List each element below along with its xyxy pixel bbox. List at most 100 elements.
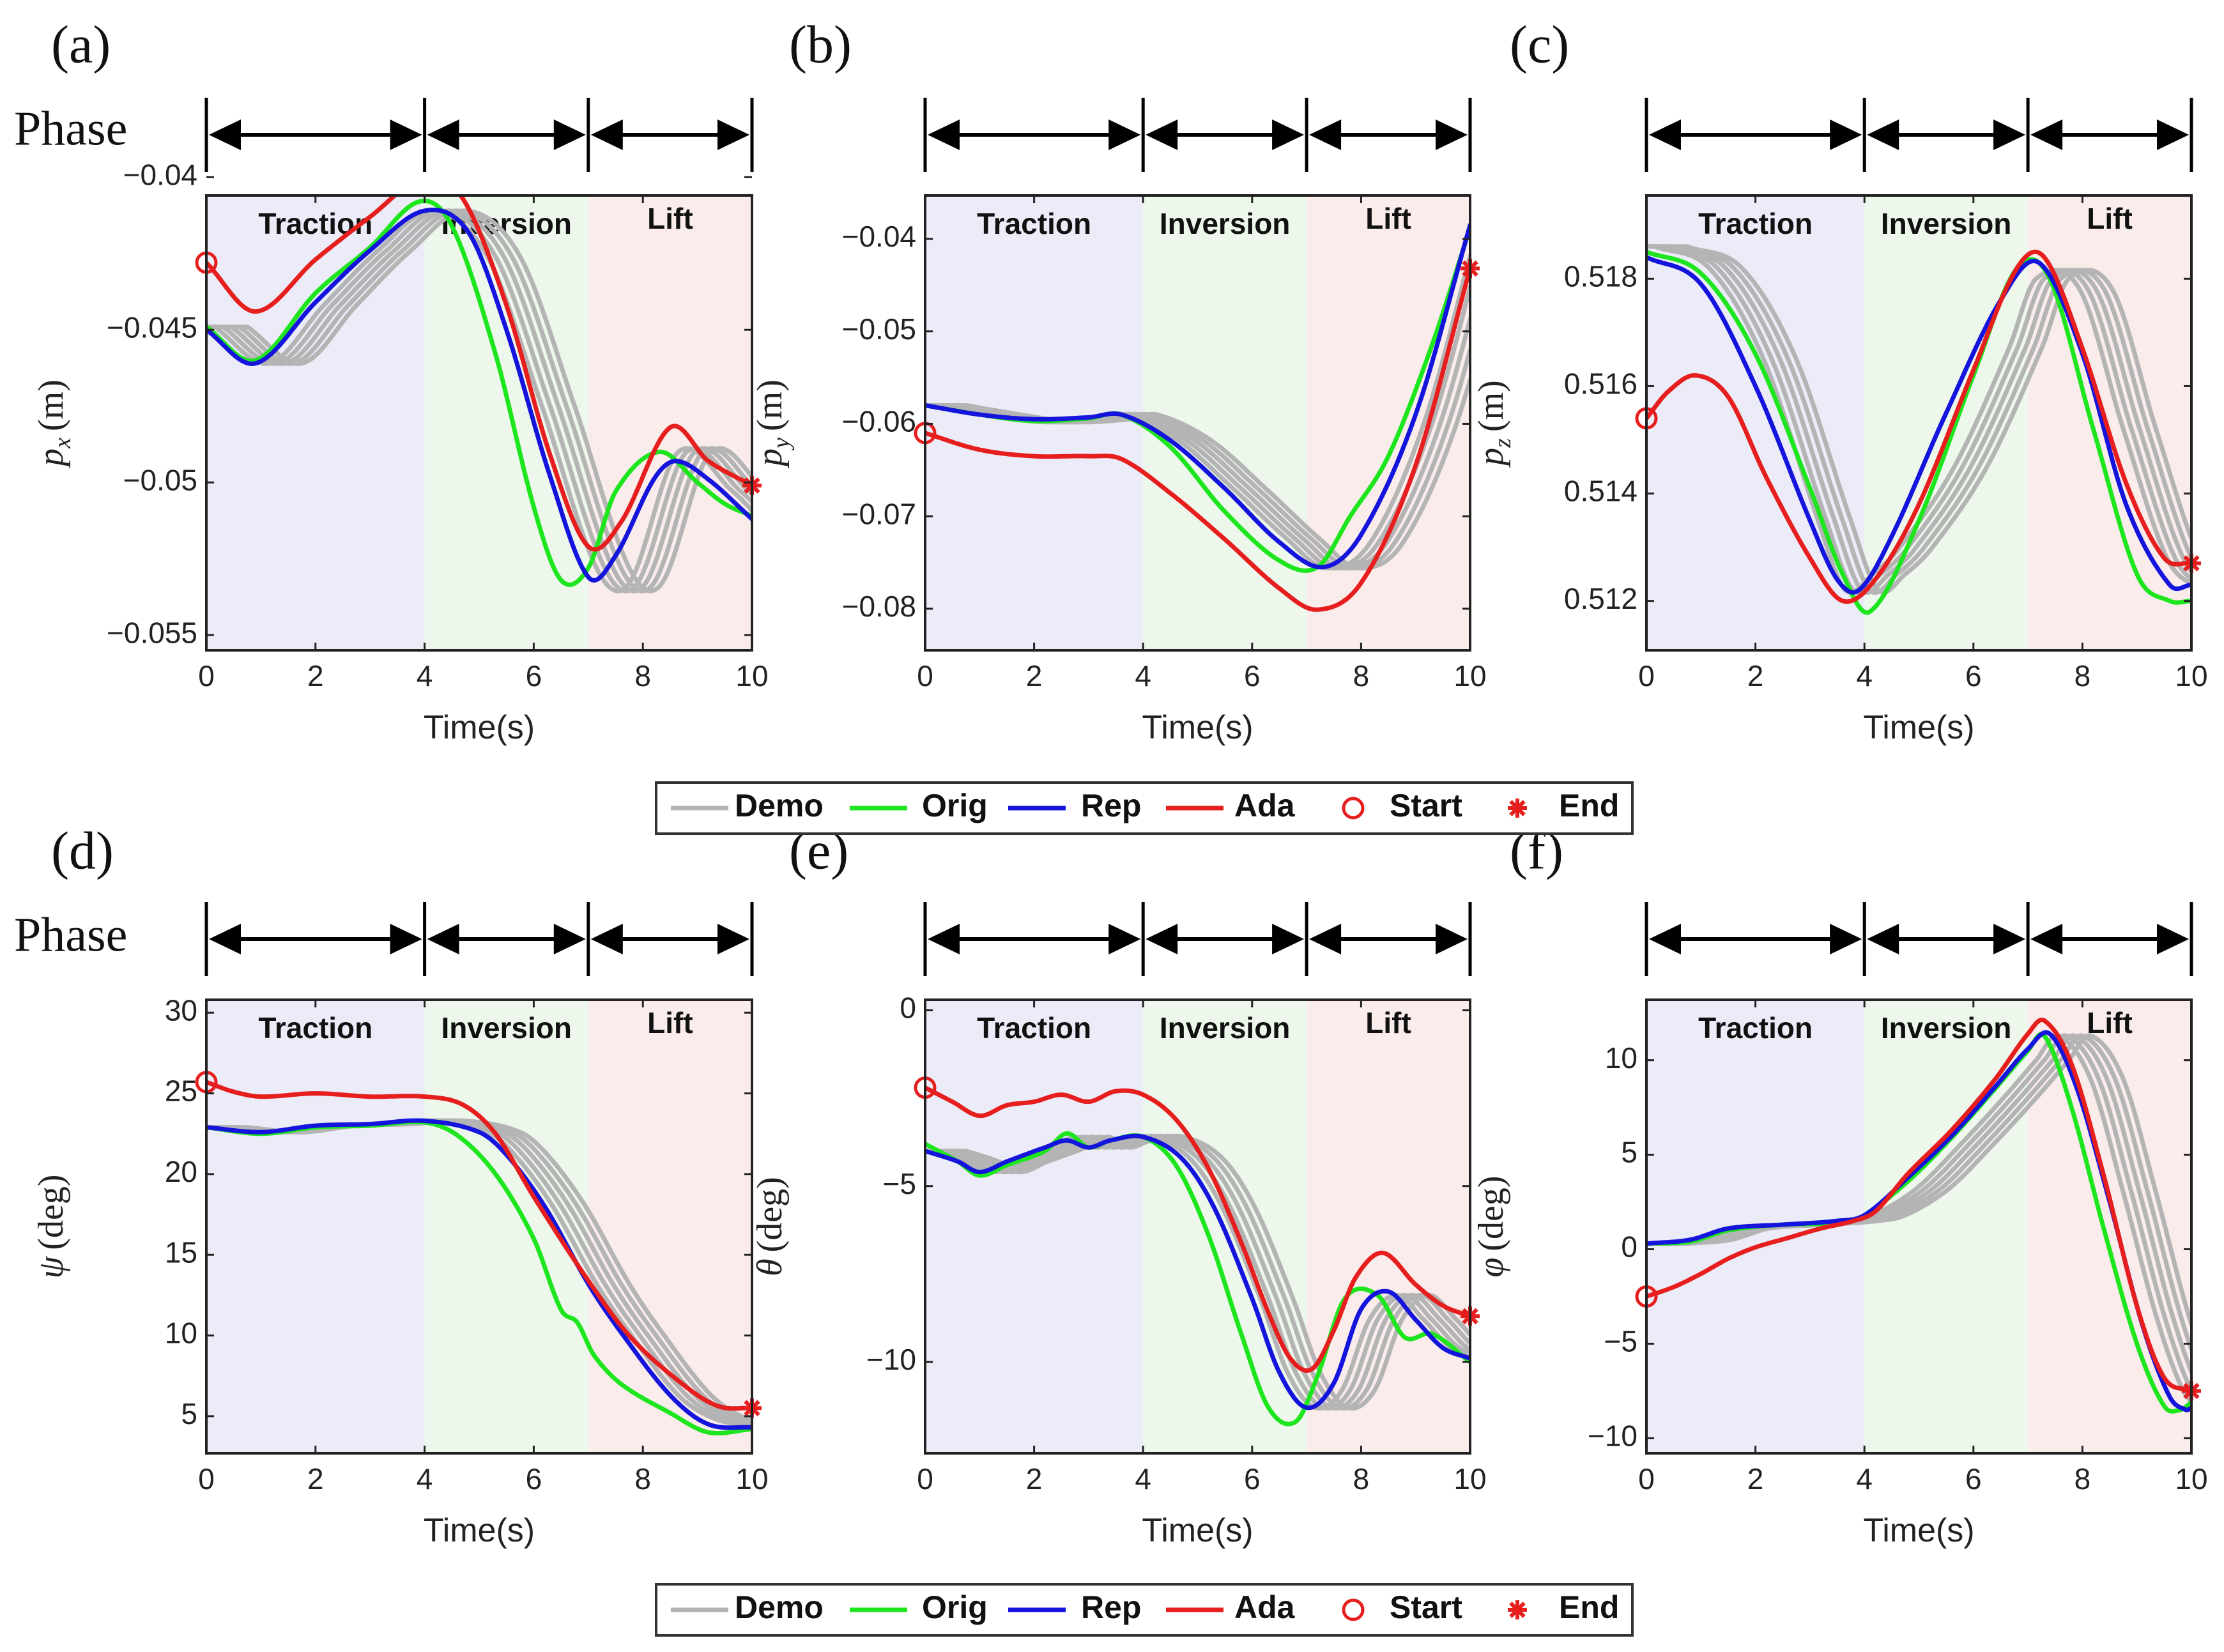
- x-axis-label: Time(s): [1863, 1512, 1974, 1549]
- x-tick-label: 2: [1747, 1462, 1764, 1495]
- phase-arrowhead: [928, 119, 960, 150]
- x-tick-label: 6: [526, 659, 542, 692]
- series-line-demo: [1646, 244, 2191, 595]
- series-group: [1646, 244, 2191, 615]
- phase-band-label: Lift: [1365, 1006, 1411, 1039]
- legend-swatch-start: [1342, 797, 1365, 820]
- legend-label-rep: Rep: [1081, 1589, 1141, 1625]
- series-line-ada: [206, 195, 752, 552]
- series-line-demo: [1646, 244, 2191, 595]
- phase-band-label: Inversion: [1160, 207, 1291, 240]
- phase-band-label: Traction: [977, 1011, 1091, 1044]
- series-line-ada: [206, 1080, 752, 1411]
- series-line-orig: [1646, 249, 2191, 615]
- x-tick-label: 8: [1353, 1462, 1370, 1495]
- phase-arrowhead: [390, 119, 422, 150]
- chart-panel: (b) Traction Inversion Lift 0 2 4 6 8 10 −0.08 −0.0…: [750, 15, 1487, 746]
- x-tick-label: 0: [1638, 659, 1655, 692]
- axes-frame: [205, 998, 753, 1455]
- legend-swatch-end: [1508, 799, 1527, 818]
- x-tick-label: 6: [1965, 659, 1982, 692]
- phase-arrowhead: [1649, 119, 1681, 150]
- phase-arrowhead: [1436, 924, 1468, 954]
- x-axis-label: Time(s): [424, 1512, 535, 1549]
- phase-band-label: Traction: [1698, 207, 1813, 240]
- legend-label-end: End: [1559, 788, 1619, 823]
- x-tick-label: 8: [2074, 1462, 2091, 1495]
- phase-arrowhead: [1146, 924, 1178, 954]
- series-line-rep: [206, 208, 752, 583]
- legend-label-start: Start: [1390, 788, 1462, 823]
- x-tick-label: 4: [1135, 1462, 1151, 1495]
- series-line-demo: [1646, 1033, 2191, 1375]
- x-tick-label: 8: [634, 1462, 651, 1495]
- x-tick-label: 0: [1638, 1462, 1655, 1495]
- legend: Demo Orig Rep Ada Start End: [655, 781, 1634, 835]
- legend-box: [655, 1583, 1634, 1637]
- legend-swatch-end: [1508, 1600, 1527, 1619]
- x-tick-label: 2: [1747, 659, 1764, 692]
- series-line-rep: [925, 1133, 1470, 1411]
- y-tick-label: −0.04: [842, 220, 916, 253]
- phase-band-label: Lift: [647, 1006, 693, 1039]
- phase-band-label: Traction: [258, 207, 372, 240]
- x-tick-label: 10: [1453, 659, 1486, 692]
- y-tick-label: −0.05: [123, 463, 197, 496]
- legend-label-orig: Orig: [922, 1589, 988, 1625]
- series-line-demo: [925, 1133, 1470, 1411]
- phase-arrowhead: [2030, 924, 2063, 954]
- phase-arrowhead: [2030, 119, 2063, 150]
- phase-arrowhead: [717, 119, 749, 150]
- legends: Demo Orig Rep Ada Start End Demo Orig Rep Ada Star…: [655, 781, 1634, 1637]
- x-axis-label: Time(s): [1863, 709, 1974, 746]
- phase-band-lift: [1307, 195, 1470, 650]
- y-tick-label: 0: [900, 991, 916, 1025]
- y-axis-label-symbol: p: [31, 448, 71, 469]
- series-line-demo: [925, 377, 1470, 570]
- x-tick-label: 4: [1856, 659, 1873, 692]
- y-tick-label: 15: [165, 1235, 197, 1269]
- legend-label-orig: Orig: [922, 788, 988, 823]
- phase-band-inversion: [424, 195, 588, 650]
- y-tick-label: 5: [1621, 1136, 1637, 1169]
- series-group: [206, 1080, 752, 1435]
- x-tick-label: 6: [526, 1462, 542, 1495]
- y-axis-label: pz (m): [1471, 380, 1516, 468]
- x-tick-label: 0: [917, 1462, 933, 1495]
- panels: (a) Phase Traction Inversion Lift 0 2 4 6 8 10 −0.0…: [14, 15, 2208, 1549]
- x-tick-label: 8: [1353, 659, 1370, 692]
- phase-band-label: Lift: [2087, 1006, 2133, 1039]
- legend-label-demo: Demo: [735, 1589, 824, 1625]
- phase-label: Phase: [14, 102, 127, 155]
- phase-arrowhead: [1867, 119, 1899, 150]
- phase-arrowhead: [209, 924, 241, 954]
- x-tick-label: 6: [1244, 1462, 1261, 1495]
- y-tick-label: 10: [1605, 1041, 1637, 1075]
- phase-arrowhead: [427, 924, 459, 954]
- x-tick-label: 0: [917, 659, 933, 692]
- series-group: [925, 1085, 1470, 1426]
- x-tick-label: 10: [735, 1462, 768, 1495]
- phase-arrowhead: [1830, 924, 1862, 954]
- series-line-rep: [206, 1118, 752, 1430]
- series-group: [1646, 1017, 2191, 1414]
- phase-band-label: Lift: [1365, 202, 1411, 235]
- phase-arrowhead: [1108, 119, 1141, 150]
- phase-band-traction: [925, 1000, 1144, 1453]
- y-axis-label-unit: (m): [1471, 380, 1511, 432]
- axes-frame: [1645, 998, 2193, 1455]
- y-tick-label: −5: [1604, 1325, 1637, 1358]
- y-axis-label-symbol: ψ: [31, 1255, 71, 1278]
- series-line-ada: [1646, 249, 2191, 604]
- y-tick-label: −10: [866, 1343, 916, 1376]
- y-axis-label-symbol: p: [1471, 448, 1511, 468]
- series-line-rep: [1646, 255, 2191, 595]
- phase-arrowhead: [427, 119, 459, 150]
- series-line-demo: [925, 1133, 1470, 1411]
- axes-frame: [924, 998, 1471, 1455]
- phase-band-label: Traction: [258, 1011, 372, 1044]
- phase-arrowhead: [553, 119, 586, 150]
